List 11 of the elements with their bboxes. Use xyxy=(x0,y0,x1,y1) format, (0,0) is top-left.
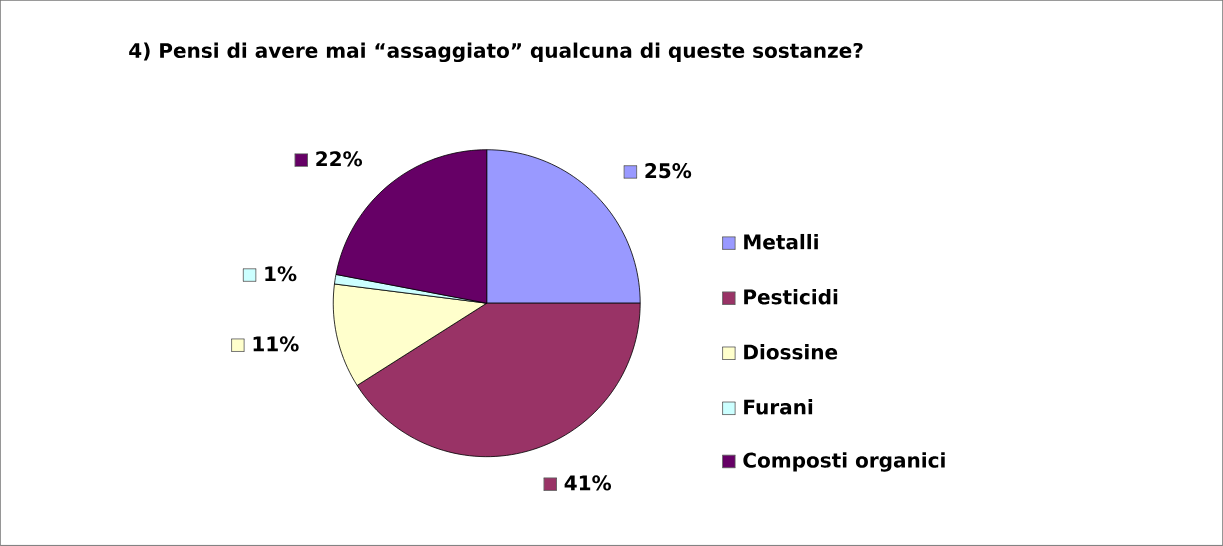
data-label: 1% xyxy=(265,266,297,282)
legend-label: Furani xyxy=(744,399,813,415)
data-label: 11% xyxy=(253,336,299,352)
data-label: 41% xyxy=(564,475,612,491)
legend-label: Pesticidi xyxy=(744,289,838,305)
data-label: 25% xyxy=(645,163,692,179)
chart-title: 4) Pensi di avere mai “assaggiato” qualcuna di queste sostanze? xyxy=(129,42,863,63)
legend-label: Metalli xyxy=(744,234,818,250)
legend-label: Composti organici xyxy=(743,452,945,472)
legend-label: Diossine xyxy=(744,344,838,360)
data-label: 22% xyxy=(316,151,363,167)
